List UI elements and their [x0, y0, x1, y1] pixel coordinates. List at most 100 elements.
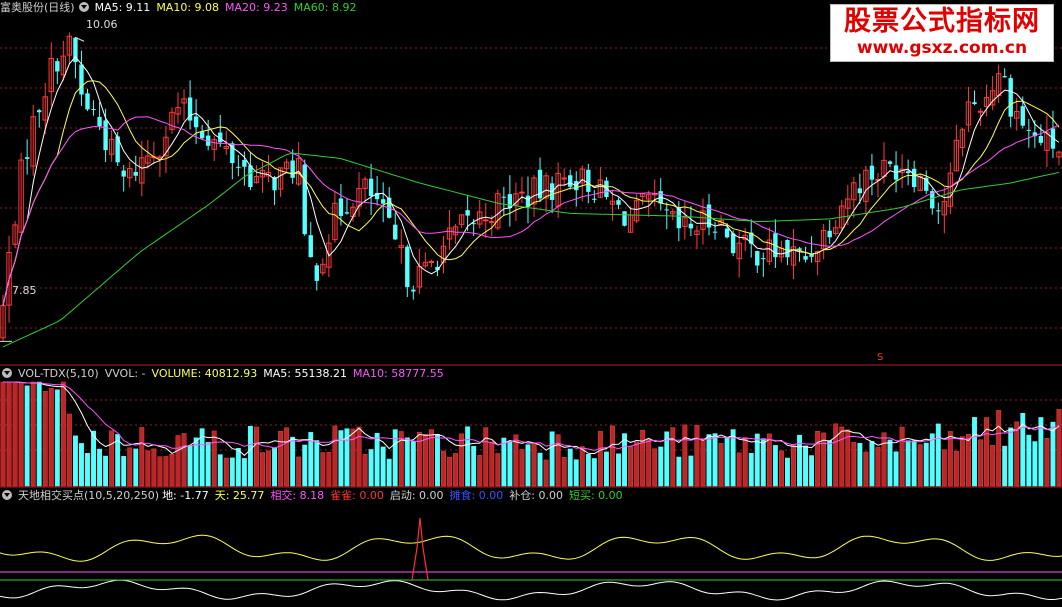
volume-bar: [211, 430, 217, 487]
price-pane: [0, 32, 1062, 348]
candle-body: [543, 175, 549, 199]
volume-bar: [1038, 417, 1044, 487]
volume-bar: [646, 438, 652, 487]
volume-bar: [127, 447, 133, 487]
candle-body: [272, 177, 277, 191]
volume-bar: [24, 385, 30, 487]
volume-bar: [483, 427, 489, 487]
vol-ma5-label: MA5: 55138.21: [263, 367, 347, 380]
volume-bar: [308, 432, 314, 487]
volume-bar: [272, 447, 278, 487]
volume-bar: [344, 428, 350, 487]
candle-body: [193, 116, 199, 128]
candle-body: [24, 157, 30, 159]
stock-name[interactable]: 富奥股份(日线): [0, 1, 75, 14]
volume-bar: [404, 437, 410, 487]
volume-bar: [1002, 445, 1008, 487]
volume-bar: [869, 441, 875, 487]
candle-body: [519, 191, 525, 194]
volume-bar: [978, 439, 983, 487]
candle-body: [495, 193, 501, 229]
volume-bar: [302, 444, 308, 487]
candle-body: [181, 98, 187, 104]
volume-bar: [453, 453, 459, 487]
volume-bar: [929, 433, 935, 487]
volume-bar: [260, 452, 265, 487]
candle-body: [458, 214, 465, 225]
vol-indicator-name[interactable]: VOL-TDX(5,10): [18, 367, 99, 380]
volume-bar: [350, 428, 356, 487]
candle-body: [682, 217, 688, 227]
volume-bar: [634, 441, 640, 487]
candle-body: [411, 289, 416, 292]
volume-bar: [893, 451, 899, 487]
volume-bar: [573, 459, 579, 487]
candle-body: [639, 193, 646, 197]
volume-bar: [157, 456, 163, 487]
candle-body: [803, 256, 808, 260]
volume-bar: [984, 417, 990, 487]
volume-bar: [163, 456, 169, 487]
volume-bar: [97, 448, 103, 487]
candle-body: [440, 245, 447, 263]
candle-body: [568, 175, 573, 187]
watermark-logo: 股票公式指标网 www.gsxz.com.cn: [830, 4, 1054, 62]
volume-bar: [821, 432, 827, 487]
volume-bar: [205, 441, 211, 487]
volume-bar: [199, 428, 205, 487]
candle-body: [139, 157, 145, 184]
volume-bar: [121, 456, 127, 487]
candle-body: [513, 193, 519, 206]
candle-body: [761, 258, 766, 260]
candle-body: [483, 219, 489, 222]
volume-bar: [549, 431, 555, 487]
chevron-down-icon[interactable]: [78, 2, 89, 12]
candle-body: [1002, 76, 1007, 78]
volume-bar: [784, 457, 790, 487]
candle-body: [616, 200, 621, 205]
candle-body: [924, 177, 929, 191]
volume-bar: [18, 383, 24, 487]
volume-bar: [1032, 441, 1038, 487]
volume-bar: [422, 434, 428, 487]
volume-bar: [489, 441, 495, 487]
volume-bar: [905, 440, 911, 487]
volume-bar: [229, 457, 235, 487]
chevron-down-icon[interactable]: [2, 368, 12, 378]
candle-body: [785, 240, 790, 258]
candle-body: [965, 101, 972, 126]
volume-bar: [30, 381, 36, 487]
candle-body: [797, 248, 802, 250]
volume-bar: [1020, 413, 1026, 487]
volume-bar: [66, 413, 72, 487]
volume-bar: [947, 431, 953, 487]
candle-body: [73, 37, 78, 63]
volume-bar: [567, 448, 573, 487]
candle-body: [827, 230, 832, 238]
volume-bar: [911, 440, 917, 487]
volume-bar: [706, 434, 712, 487]
candle-body: [393, 224, 398, 240]
candle-body: [374, 192, 380, 200]
volume-bar: [72, 435, 78, 487]
volume-bar: [833, 423, 839, 487]
chevron-down-icon[interactable]: [2, 490, 12, 500]
ind-name[interactable]: 天地相交买点(10,5,20,250): [18, 489, 160, 502]
volume-bar: [115, 434, 121, 487]
volume-bar: [700, 438, 706, 487]
volume-bar: [386, 458, 392, 487]
volume-bar: [748, 452, 754, 487]
candle-body: [368, 178, 374, 197]
candle-body: [446, 227, 453, 240]
volume-bar: [809, 455, 815, 487]
volume-bar: [278, 430, 284, 487]
ma5-line: [2, 56, 1060, 306]
di-label: 地: -1.77: [162, 489, 209, 502]
candle-body: [435, 266, 440, 271]
volume-bar: [284, 427, 290, 487]
volume-bar: [519, 449, 525, 487]
candle-body: [465, 210, 470, 216]
volume-bar: [579, 446, 585, 487]
candle-body: [211, 138, 217, 150]
candle-body: [6, 252, 12, 306]
